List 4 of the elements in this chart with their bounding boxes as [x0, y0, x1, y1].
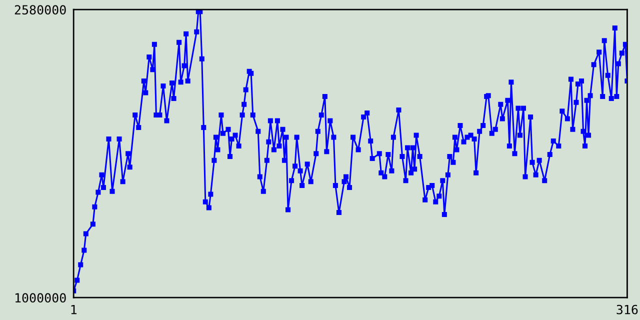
y-tick-label: 2580000	[14, 5, 66, 15]
y-tick-label: 1000000	[15, 293, 66, 303]
x-tick-label: 1	[71, 304, 77, 314]
x-tick-label: 316	[616, 304, 638, 314]
